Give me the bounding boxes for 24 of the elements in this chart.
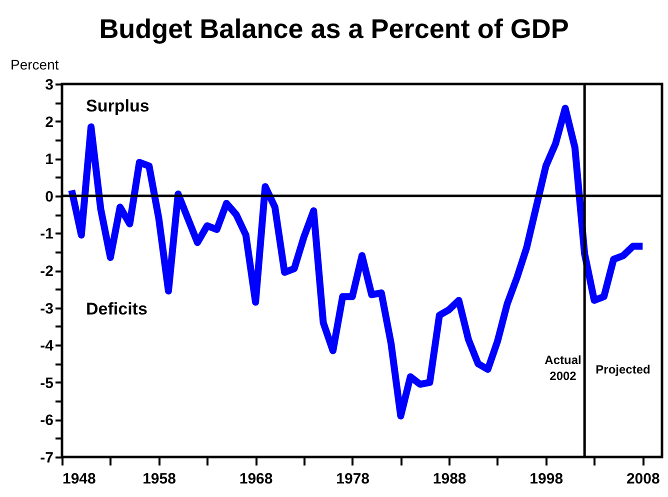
y-tick-label: -3	[40, 300, 54, 318]
y-tick-label: 2	[45, 114, 54, 131]
annotation: Projected	[596, 362, 650, 376]
annotation: Surplus	[86, 96, 150, 116]
x-tick-label: 1988	[432, 470, 466, 488]
y-tick-label: -2	[40, 263, 54, 280]
x-tick-label: 2008	[626, 470, 660, 488]
x-tick-label: 1978	[336, 470, 370, 488]
x-tick-label: 1998	[530, 470, 564, 488]
y-tick-label: -1	[40, 226, 54, 243]
y-tick-label: 0	[45, 188, 54, 206]
annotation: Actual 2002	[544, 353, 582, 384]
x-tick-label: 1948	[62, 470, 96, 488]
annotation: Deficits	[86, 300, 148, 319]
y-tick-label: 1	[45, 151, 54, 168]
y-tick-label: -6	[40, 412, 54, 430]
x-tick-label: 1968	[239, 470, 273, 488]
y-tick-label: -4	[40, 338, 54, 355]
y-tick-label: -5	[40, 374, 54, 392]
chart-title: Budget Balance as a Percent of GDP	[99, 14, 569, 44]
x-tick-label: 1958	[142, 470, 176, 488]
y-tick-label: 3	[45, 76, 54, 94]
y-axis-title: Percent	[10, 56, 59, 72]
y-tick-label: -7	[40, 450, 54, 466]
